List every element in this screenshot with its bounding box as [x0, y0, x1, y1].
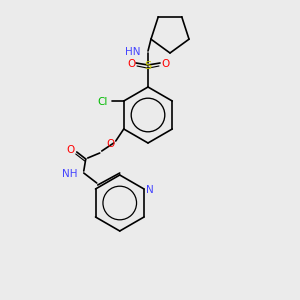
Text: Cl: Cl — [98, 97, 108, 107]
Text: O: O — [106, 139, 115, 149]
Text: N: N — [146, 185, 154, 195]
Text: NH: NH — [62, 169, 78, 179]
Text: O: O — [127, 59, 135, 69]
Text: O: O — [67, 145, 75, 155]
Text: HN: HN — [125, 47, 141, 57]
Text: O: O — [161, 59, 169, 69]
Text: S: S — [144, 61, 152, 71]
